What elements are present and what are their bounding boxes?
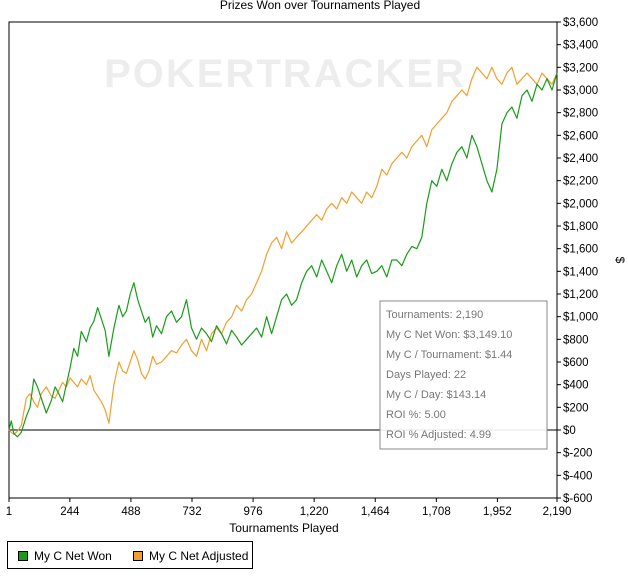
y-tick-label: $1,000 bbox=[563, 312, 598, 324]
watermark: POKERTRACKER bbox=[104, 52, 466, 96]
x-tick-label: 244 bbox=[60, 506, 80, 518]
y-tick-label: $200 bbox=[563, 402, 589, 414]
x-tick-label: 1 bbox=[6, 506, 12, 518]
y-tick-label: $-400 bbox=[563, 470, 592, 482]
x-axis: 1 244 488 732 976 1,220 1,464 1,708 1,952 2,190 bbox=[6, 498, 572, 518]
y-tick-label: $2,200 bbox=[563, 176, 598, 188]
legend-item-net-won: My C Net Won bbox=[18, 549, 112, 563]
y-tick-label: $400 bbox=[563, 380, 589, 392]
stats-box: Tournaments: 2,190 My C Net Won: $3,149.1… bbox=[379, 300, 548, 450]
x-tick-label: 1,220 bbox=[300, 506, 329, 518]
x-axis-title: Tournaments Played bbox=[229, 521, 338, 535]
y-tick-label: $2,800 bbox=[563, 108, 598, 120]
y-tick-label: $-200 bbox=[563, 448, 592, 460]
stats-line: ROI %: 5.00 bbox=[386, 409, 446, 421]
stats-line: Days Played: 22 bbox=[386, 369, 466, 381]
legend-item-net-adjusted: My C Net Adjusted bbox=[133, 549, 248, 563]
y-tick-label: $3,400 bbox=[563, 40, 598, 52]
y-tick-label: $3,000 bbox=[563, 85, 598, 97]
legend-label-net-adjusted: My C Net Adjusted bbox=[149, 549, 249, 563]
x-tick-label: 488 bbox=[121, 506, 140, 518]
y-tick-label: $800 bbox=[563, 334, 589, 346]
y-tick-label: $2,600 bbox=[563, 130, 598, 142]
y-tick-label: $1,600 bbox=[563, 244, 598, 256]
x-tick-label: 1,952 bbox=[483, 506, 512, 518]
stats-line: My C Net Won: $3,149.10 bbox=[386, 329, 512, 341]
x-tick-label: 2,190 bbox=[543, 506, 572, 518]
y-tick-label: $3,200 bbox=[563, 62, 598, 74]
x-tick-label: 976 bbox=[243, 506, 262, 518]
y-tick-label: $1,800 bbox=[563, 221, 598, 233]
y-tick-label: $2,400 bbox=[563, 153, 598, 165]
y-tick-label: $600 bbox=[563, 357, 589, 369]
stats-line: ROI % Adjusted: 4.99 bbox=[386, 429, 491, 441]
y-tick-label: $1,200 bbox=[563, 289, 598, 301]
series-line-net-adjusted bbox=[8, 66, 558, 436]
legend-label-net-won: My C Net Won bbox=[34, 549, 112, 563]
x-tick-label: 1,464 bbox=[361, 506, 390, 518]
x-tick-label: 732 bbox=[182, 506, 201, 518]
stats-line: Tournaments: 2,190 bbox=[386, 309, 483, 321]
y-tick-label: $3,600 bbox=[563, 17, 598, 29]
y-tick-label: $0 bbox=[563, 425, 576, 437]
chart-title: Prizes Won over Tournaments Played bbox=[220, 0, 420, 12]
series-layer bbox=[8, 66, 558, 438]
stats-line: My C / Tournament: $1.44 bbox=[386, 349, 512, 361]
legend-swatch-net-adjusted bbox=[133, 551, 143, 561]
y-axis-title: $ bbox=[613, 257, 627, 264]
stats-line: My C / Day: $143.14 bbox=[386, 389, 486, 401]
y-tick-label: $-600 bbox=[563, 493, 592, 505]
legend: My C Net Won My C Net Adjusted bbox=[7, 541, 253, 569]
legend-swatch-net-won bbox=[18, 551, 28, 561]
series-line-net-won bbox=[8, 72, 558, 438]
y-axis: $3,600 $3,400 $3,200 $3,000 $2,800 $2,600 $2,4… bbox=[557, 17, 598, 505]
x-tick-label: 1,708 bbox=[422, 506, 451, 518]
y-tick-label: $1,400 bbox=[563, 266, 598, 278]
y-tick-label: $2,000 bbox=[563, 198, 598, 210]
